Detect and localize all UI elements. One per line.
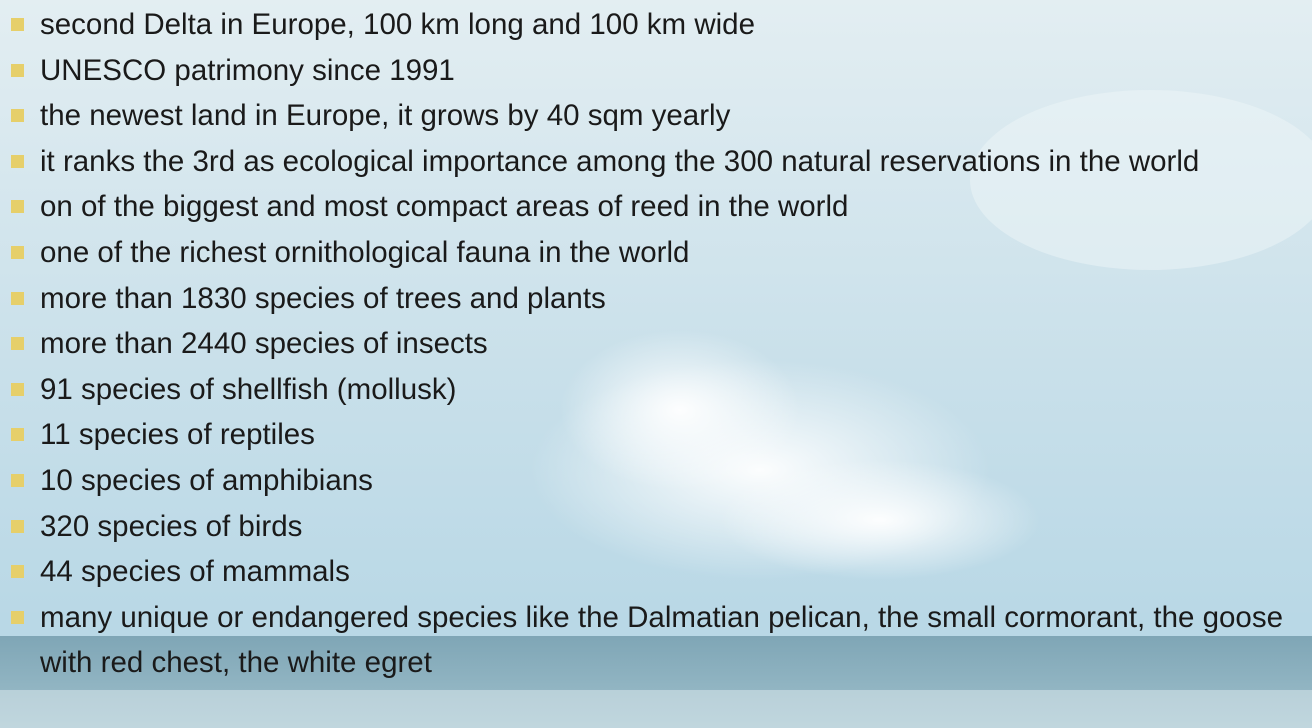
bullet-item: 44 species of mammals <box>0 549 1305 595</box>
bullet-item: more than 1830 species of trees and plan… <box>0 276 1305 322</box>
bullet-item: it ranks the 3rd as ecological importanc… <box>0 139 1305 185</box>
bullet-item: the newest land in Europe, it grows by 4… <box>0 93 1305 139</box>
bullet-list: second Delta in Europe, 100 km long and … <box>0 2 1305 686</box>
bullet-item: 320 species of birds <box>0 504 1305 550</box>
bullet-item: UNESCO patrimony since 1991 <box>0 48 1305 94</box>
bullet-item: 10 species of amphibians <box>0 458 1305 504</box>
bullet-item: 11 species of reptiles <box>0 412 1305 458</box>
bullet-item: 91 species of shellfish (mollusk) <box>0 367 1305 413</box>
bullet-item: one of the richest ornithological fauna … <box>0 230 1305 276</box>
bullet-item: on of the biggest and most compact areas… <box>0 184 1305 230</box>
bullet-item: second Delta in Europe, 100 km long and … <box>0 2 1305 48</box>
bullet-item: many unique or endangered species like t… <box>0 595 1305 686</box>
bullet-item: more than 2440 species of insects <box>0 321 1305 367</box>
page: second Delta in Europe, 100 km long and … <box>0 0 1312 728</box>
